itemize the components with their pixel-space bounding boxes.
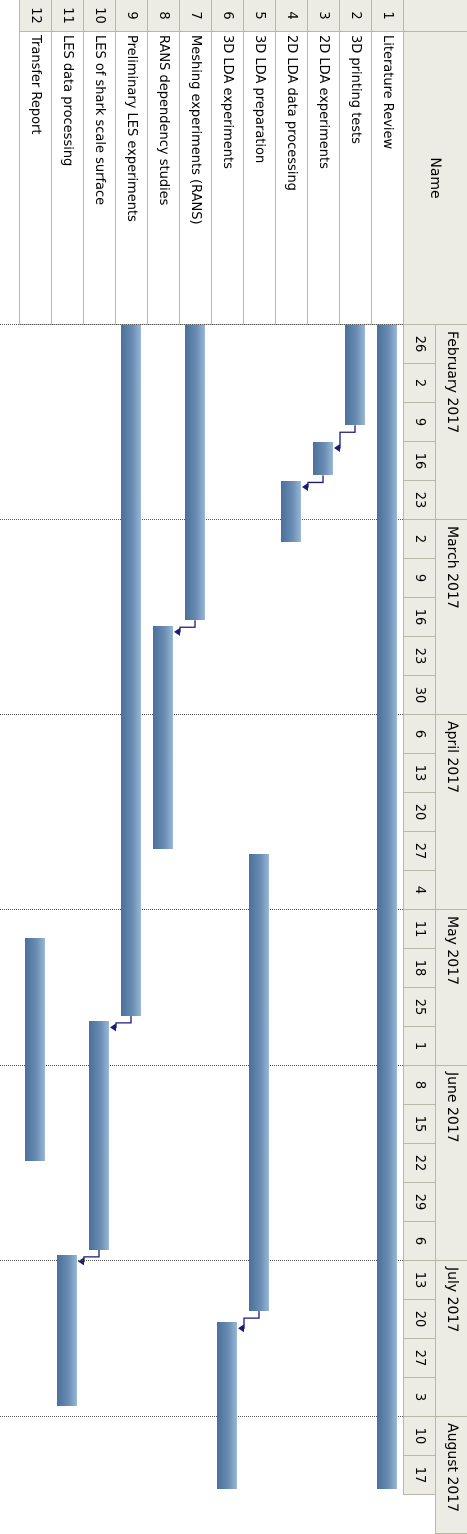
dependency-arrowhead	[238, 1324, 244, 1333]
week-header: 13	[403, 1261, 435, 1300]
month-header: July 2017	[435, 1261, 467, 1417]
task-bar[interactable]	[217, 1322, 237, 1490]
month-separator	[0, 1065, 403, 1066]
month-separator	[0, 909, 403, 910]
week-header: 16	[403, 598, 435, 637]
week-header: 8	[403, 1066, 435, 1105]
name-column-header[interactable]: Name	[403, 32, 467, 325]
task-id-cell: 7	[179, 0, 211, 32]
task-bar[interactable]	[281, 481, 301, 543]
task-name-cell[interactable]: 3D printing tests	[339, 32, 371, 325]
month-header: May 2017	[435, 910, 467, 1066]
task-id-cell: 12	[19, 0, 51, 32]
task-name-cell[interactable]: Transfer Report	[19, 32, 51, 325]
task-id-cell: 5	[243, 0, 275, 32]
month-header: April 2017	[435, 715, 467, 910]
week-header: 29	[403, 1183, 435, 1222]
dependency-links	[78, 425, 356, 1333]
task-name-cell[interactable]: 3D LDA experiments	[211, 32, 243, 325]
week-header: 27	[403, 832, 435, 871]
task-bar[interactable]	[121, 325, 141, 1016]
week-header: 9	[403, 403, 435, 442]
month-header: February 2017	[435, 325, 467, 520]
week-header: 22	[403, 1144, 435, 1183]
task-name-cell[interactable]: Meshing experiments (RANS)	[179, 32, 211, 325]
week-header: 20	[403, 1300, 435, 1339]
task-id-cell: 6	[211, 0, 243, 32]
task-id-cell: 8	[147, 0, 179, 32]
week-header: 10	[403, 1417, 435, 1456]
week-header: 3	[403, 1378, 435, 1417]
dependency-arrowhead	[78, 1257, 84, 1266]
task-id-cell: 1	[371, 0, 403, 32]
task-name-cell[interactable]: 3D LDA preparation	[243, 32, 275, 325]
dependency-line	[242, 1311, 260, 1329]
week-header: 16	[403, 442, 435, 481]
dependency-arrowhead	[110, 1023, 116, 1032]
week-header: 26	[403, 325, 435, 364]
week-header: 23	[403, 637, 435, 676]
task-bar[interactable]	[57, 1255, 77, 1406]
week-header: 15	[403, 1105, 435, 1144]
week-header: 11	[403, 910, 435, 949]
month-separator	[0, 714, 403, 715]
task-bar[interactable]	[377, 325, 397, 1490]
dependency-arrowhead	[174, 627, 180, 636]
week-header: 2	[403, 364, 435, 403]
task-name-cell[interactable]: Preliminary LES experiments	[115, 32, 147, 325]
task-id-cell: 9	[115, 0, 147, 32]
task-bar[interactable]	[313, 442, 333, 476]
task-id-cell: 11	[51, 0, 83, 32]
dependency-line	[338, 425, 356, 449]
task-name-cell[interactable]: RANS dependency studies	[147, 32, 179, 325]
month-header: June 2017	[435, 1066, 467, 1261]
task-id-cell: 10	[83, 0, 115, 32]
chart-area	[0, 324, 403, 1495]
week-header: 9	[403, 559, 435, 598]
dependency-line	[114, 1015, 132, 1029]
week-header: 30	[403, 676, 435, 715]
week-header: 27	[403, 1339, 435, 1378]
week-header: 18	[403, 949, 435, 988]
task-name-cell[interactable]: 2D LDA data processing	[275, 32, 307, 325]
dependency-line	[306, 475, 324, 488]
month-header: March 2017	[435, 520, 467, 715]
week-header: 17	[403, 1456, 435, 1495]
task-name-cell[interactable]: 2D LDA experiments	[307, 32, 339, 325]
task-bar[interactable]	[345, 325, 365, 426]
week-header: 25	[403, 988, 435, 1027]
week-header: 1	[403, 1027, 435, 1066]
task-name-cell[interactable]: LES of shark scale surface	[83, 32, 115, 325]
task-bar[interactable]	[249, 854, 269, 1312]
task-name-cell[interactable]: LES data processing	[51, 32, 83, 325]
task-bar[interactable]	[89, 1021, 109, 1250]
month-separator	[0, 1416, 403, 1417]
task-id-cell: 3	[307, 0, 339, 32]
dependency-line	[178, 620, 196, 633]
week-header: 20	[403, 793, 435, 832]
id-column-header	[403, 0, 467, 32]
dependency-arrowhead	[334, 444, 340, 452]
week-header: 6	[403, 715, 435, 754]
week-header: 6	[403, 1222, 435, 1261]
task-id-cell: 2	[339, 0, 371, 32]
month-header: August 2017	[435, 1417, 467, 1534]
week-header: 13	[403, 754, 435, 793]
week-header: 4	[403, 871, 435, 910]
week-header: 23	[403, 481, 435, 520]
week-header: 2	[403, 520, 435, 559]
task-id-cell: 4	[275, 0, 307, 32]
task-bar[interactable]	[153, 625, 173, 849]
dependency-arrowhead	[302, 483, 308, 491]
task-bar[interactable]	[25, 937, 45, 1161]
task-name-cell[interactable]: Literature Review	[371, 32, 403, 325]
task-bar[interactable]	[185, 325, 205, 621]
